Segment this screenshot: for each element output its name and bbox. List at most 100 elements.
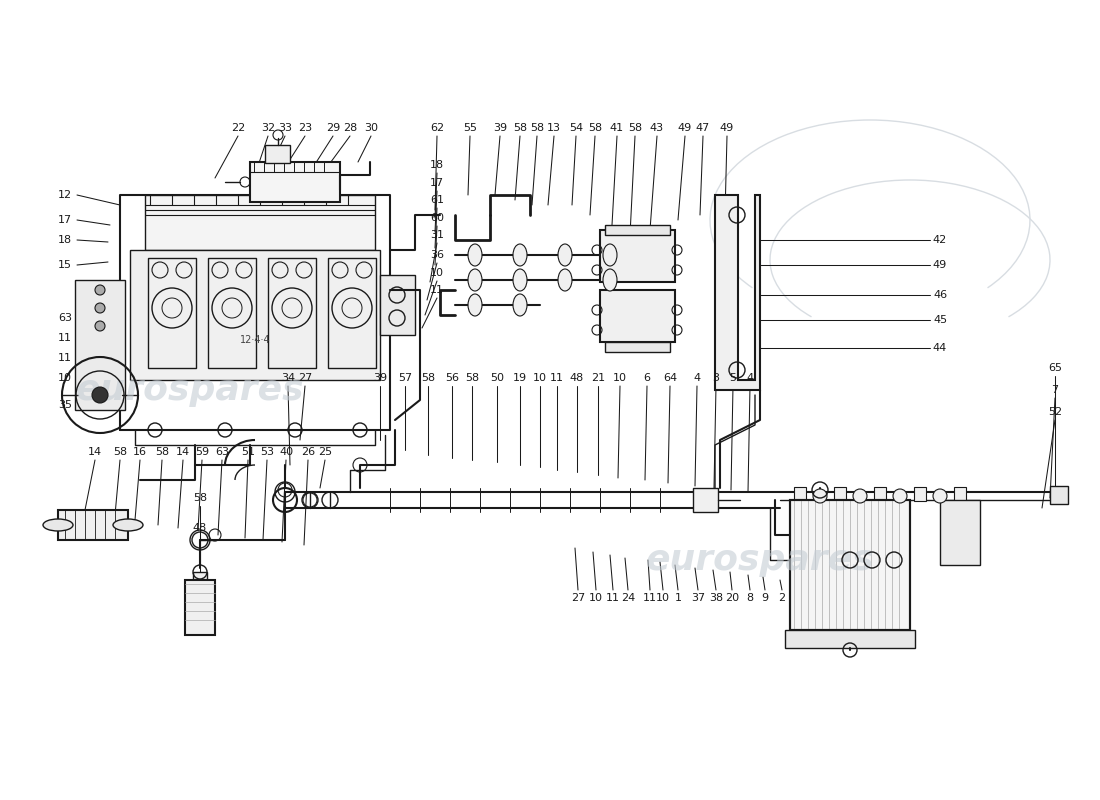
Text: 54: 54 [569, 123, 583, 133]
Bar [790, 500, 910, 630]
Text: 55: 55 [463, 123, 477, 133]
Bar [265, 145, 290, 163]
Text: 8: 8 [747, 593, 754, 603]
Text: 15: 15 [58, 260, 72, 270]
Ellipse shape [468, 269, 482, 291]
Text: 64: 64 [663, 373, 678, 383]
Text: 34: 34 [280, 373, 295, 383]
Text: 52: 52 [1048, 407, 1063, 417]
Text: 11: 11 [606, 593, 620, 603]
Text: 7: 7 [1052, 385, 1058, 395]
Text: 53: 53 [260, 447, 274, 457]
Text: 58: 58 [113, 447, 128, 457]
Text: 19: 19 [513, 373, 527, 383]
Text: 12·4·4: 12·4·4 [240, 335, 271, 345]
Text: 29: 29 [326, 123, 340, 133]
Text: 48: 48 [570, 373, 584, 383]
Text: 43: 43 [650, 123, 664, 133]
Text: 41: 41 [609, 123, 624, 133]
Bar [693, 488, 718, 512]
Text: 11: 11 [58, 333, 72, 343]
Text: 4: 4 [693, 373, 701, 383]
Circle shape [852, 489, 867, 503]
Bar [874, 487, 886, 501]
Bar [794, 487, 806, 501]
Circle shape [95, 285, 104, 295]
Text: 48: 48 [192, 523, 207, 533]
Text: 16: 16 [133, 447, 147, 457]
Text: 10: 10 [534, 373, 547, 383]
Bar [75, 280, 125, 410]
Text: 58: 58 [587, 123, 602, 133]
Ellipse shape [558, 244, 572, 266]
Text: 46: 46 [933, 290, 947, 300]
Text: 49: 49 [933, 260, 947, 270]
Text: 35: 35 [58, 400, 72, 410]
Circle shape [95, 303, 104, 313]
Text: 45: 45 [933, 315, 947, 325]
Ellipse shape [43, 519, 73, 531]
Text: 20: 20 [725, 593, 739, 603]
Text: 44: 44 [933, 343, 947, 353]
Text: 49: 49 [719, 123, 734, 133]
Text: eurospares: eurospares [646, 543, 874, 577]
Circle shape [933, 489, 947, 503]
Text: 63: 63 [214, 447, 229, 457]
Bar [58, 510, 128, 540]
Bar [834, 487, 846, 501]
Text: 14: 14 [88, 447, 102, 457]
Text: 4: 4 [747, 373, 754, 383]
Bar [914, 487, 926, 501]
Text: 18: 18 [58, 235, 73, 245]
Text: 12: 12 [58, 190, 73, 200]
Text: 58: 58 [155, 447, 169, 457]
Text: 30: 30 [364, 123, 378, 133]
Text: 6: 6 [644, 373, 650, 383]
Bar [790, 500, 910, 630]
Text: 10: 10 [656, 593, 670, 603]
Text: 25: 25 [318, 447, 332, 457]
Ellipse shape [113, 519, 143, 531]
Text: 58: 58 [465, 373, 480, 383]
Text: 10: 10 [430, 268, 444, 278]
Text: 65: 65 [1048, 363, 1062, 373]
Ellipse shape [468, 244, 482, 266]
Ellipse shape [558, 269, 572, 291]
Text: 9: 9 [761, 593, 769, 603]
Text: 38: 38 [708, 593, 723, 603]
Text: 32: 32 [261, 123, 275, 133]
Ellipse shape [603, 244, 617, 266]
Text: 21: 21 [591, 373, 605, 383]
Text: eurospares: eurospares [76, 373, 305, 407]
Text: 58: 58 [421, 373, 436, 383]
Text: 51: 51 [241, 447, 255, 457]
Text: 58: 58 [628, 123, 642, 133]
Ellipse shape [513, 294, 527, 316]
Ellipse shape [468, 294, 482, 316]
Circle shape [893, 489, 907, 503]
Text: 17: 17 [430, 178, 444, 188]
Text: 33: 33 [278, 123, 292, 133]
Text: 58: 58 [192, 493, 207, 503]
Bar [185, 580, 214, 635]
Bar [192, 572, 207, 580]
Text: 42: 42 [933, 235, 947, 245]
Text: 13: 13 [547, 123, 561, 133]
Text: 14: 14 [176, 447, 190, 457]
Text: 3: 3 [713, 373, 719, 383]
Bar [600, 290, 675, 342]
Bar [600, 230, 675, 282]
Text: 60: 60 [430, 213, 444, 223]
Text: 10: 10 [613, 373, 627, 383]
Bar [130, 250, 380, 380]
Text: 11: 11 [550, 373, 564, 383]
Text: 5: 5 [729, 373, 737, 383]
Text: 11: 11 [58, 353, 72, 363]
Bar [605, 342, 670, 352]
Bar [268, 258, 316, 368]
Text: 27: 27 [298, 373, 312, 383]
Text: 23: 23 [298, 123, 312, 133]
Text: 26: 26 [301, 447, 315, 457]
Text: 1: 1 [674, 593, 682, 603]
Ellipse shape [513, 244, 527, 266]
